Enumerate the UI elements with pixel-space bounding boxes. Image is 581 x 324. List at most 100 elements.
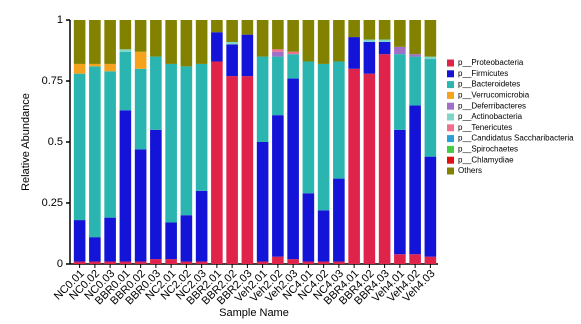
- bar-segment: [317, 20, 330, 64]
- bar-segment: [394, 46, 406, 55]
- bar-segment: [119, 261, 132, 264]
- bar-segment: [134, 20, 147, 52]
- legend-swatch: [447, 145, 454, 153]
- legend-swatch: [447, 167, 454, 175]
- y-tick-label: 0.75: [42, 75, 63, 87]
- bar-segment: [73, 20, 86, 64]
- bar-segment: [317, 261, 330, 264]
- bar-segment: [256, 56, 269, 142]
- bar-segment: [378, 54, 391, 264]
- bar-segment: [424, 59, 437, 157]
- bar-segment: [89, 63, 101, 67]
- y-tick-label: 0.5: [48, 136, 63, 148]
- bar-segment: [348, 68, 360, 264]
- bar-segment: [211, 61, 223, 265]
- bar-segment: [394, 54, 406, 130]
- bar-segment: [363, 41, 376, 74]
- bar-segment: [409, 54, 421, 57]
- bar-segment: [272, 256, 284, 264]
- bar-segment: [302, 61, 315, 194]
- bar-segment: [150, 56, 162, 130]
- bar-segment: [409, 105, 421, 255]
- bar-segment: [180, 261, 193, 264]
- y-tick-label: 0: [57, 258, 63, 270]
- bar-segment: [195, 63, 208, 191]
- bar-segment: [180, 66, 193, 216]
- bar-segment: [226, 44, 238, 77]
- bar-segment: [119, 110, 132, 262]
- bar-segment: [302, 20, 315, 62]
- bar-segment: [241, 34, 254, 77]
- bar-segment: [195, 261, 208, 264]
- bar-segment: [348, 20, 360, 38]
- bar-segment: [287, 259, 299, 264]
- bar-segment: [134, 68, 147, 150]
- bar-segment: [394, 254, 406, 264]
- bar-segment: [333, 178, 345, 262]
- legend-swatch: [447, 70, 454, 78]
- bar-segment: [226, 76, 238, 265]
- bar-segment: [272, 49, 284, 52]
- bar-segment: [73, 73, 86, 221]
- bar-segment: [73, 220, 86, 262]
- legend-swatch: [447, 59, 454, 67]
- bar-segment: [150, 259, 162, 264]
- bar-segment: [394, 129, 406, 255]
- bar-segment: [180, 215, 193, 262]
- bar-segment: [378, 20, 391, 40]
- legend-label: p__Actinobacteria: [458, 112, 523, 121]
- bar-segment: [256, 261, 269, 264]
- legend-swatch: [447, 124, 454, 132]
- legend-label: Others: [458, 166, 482, 175]
- bar-segment: [89, 66, 101, 238]
- bar-segment: [287, 51, 299, 55]
- bar-segment: [287, 20, 299, 52]
- legend-label: p__Chlamydiae: [458, 155, 514, 164]
- bar-segment: [195, 190, 208, 262]
- bar-segment: [378, 39, 391, 42]
- bar-segment: [104, 20, 116, 64]
- legend-swatch: [447, 113, 454, 121]
- bar-segment: [89, 261, 101, 264]
- bar-segment: [73, 261, 86, 264]
- bar-segment: [150, 129, 162, 260]
- legend-swatch: [447, 91, 454, 99]
- bar-segment: [180, 20, 193, 67]
- bar-segment: [211, 32, 223, 62]
- bar-segment: [348, 37, 360, 69]
- bar-segment: [424, 156, 437, 257]
- legend-label: p__Deferribacteres: [458, 101, 526, 110]
- bar-segment: [394, 20, 406, 47]
- legend-label: p__Candidatus Saccharibacteria: [458, 134, 574, 143]
- bar-segment: [165, 259, 177, 264]
- bar-segment: [272, 20, 284, 50]
- bar-segment: [333, 61, 345, 179]
- bar-segment: [195, 20, 208, 64]
- bar-segment: [119, 51, 132, 111]
- bar-segment: [424, 256, 437, 264]
- bar-segment: [378, 41, 391, 55]
- bar-segment: [333, 20, 345, 62]
- bar-segment: [363, 39, 376, 42]
- x-axis-title: Sample Name: [219, 307, 289, 319]
- bar-segment: [409, 56, 421, 106]
- bar-segment: [256, 20, 269, 57]
- bar-segment: [241, 20, 254, 35]
- bar-segment: [165, 20, 177, 64]
- bar-segment: [104, 261, 116, 264]
- bar-segment: [226, 41, 238, 45]
- legend-label: p__Proteobacteria: [458, 58, 524, 67]
- y-tick-label: 1: [57, 14, 63, 26]
- legend-label: p__Firmicutes: [458, 69, 508, 78]
- legend-label: p__Spirochaetes: [458, 145, 518, 154]
- bar-segment: [287, 54, 299, 79]
- bar-segment: [226, 20, 238, 42]
- bar-segment: [134, 51, 147, 69]
- bar-segment: [104, 217, 116, 262]
- bar-segment: [211, 20, 223, 33]
- bar-segment: [150, 20, 162, 57]
- bar-segment: [363, 73, 376, 265]
- bar-segment: [134, 149, 147, 262]
- bar-segment: [424, 56, 437, 60]
